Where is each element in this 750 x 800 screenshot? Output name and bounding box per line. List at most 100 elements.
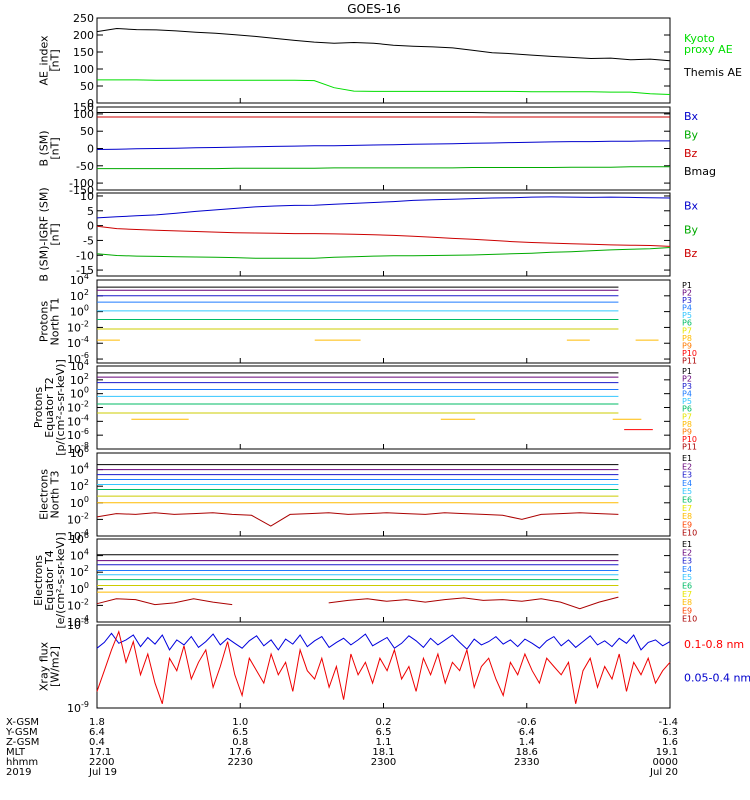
y-axis-label: ProtonsEquator T2[p/(cm²-s-sr-keV)] <box>32 359 67 456</box>
series-kyoto-proxy-ae <box>97 79 671 95</box>
legend-e2: E2 <box>682 548 692 557</box>
y-tick-label: 100 <box>73 108 94 121</box>
panel-1: 250 200 150 100 50 0 AE_index[nT] Kyoto proxy AE… <box>38 12 742 110</box>
y-tick-label: 102 <box>70 372 89 387</box>
x-row-value: Jul 20 <box>649 767 678 778</box>
y-tick-label: -100 <box>69 177 94 190</box>
x-row-value: 17.1 <box>89 747 111 758</box>
y-axis-label: ProtonsNorth T1 <box>38 298 62 346</box>
legend-e7: E7 <box>682 590 692 599</box>
x-row-value: 2300 <box>371 757 396 768</box>
plot-frame <box>96 452 671 537</box>
legend-p8: P8 <box>682 420 692 429</box>
x-row-label: Z-GSM <box>6 737 39 748</box>
x-row-value: 6.4 <box>519 727 535 738</box>
y-tick-label: 50 <box>80 125 94 138</box>
y-tick-label: 150 <box>73 101 94 114</box>
x-row-value: 1.8 <box>89 717 105 728</box>
legend-p9: P9 <box>682 427 692 436</box>
x-row-value: 0000 <box>653 757 678 768</box>
y-tick-label: 10-6 <box>67 351 89 366</box>
y-tick-label: 10-2 <box>67 597 89 612</box>
legend-p11: P11 <box>682 442 697 451</box>
y-tick-label: 10-2 <box>67 400 89 415</box>
x-row-value: 6.3 <box>662 727 678 738</box>
y-tick-label: 106 <box>70 445 89 460</box>
legend-bz: Bz <box>684 147 698 160</box>
legend-themis-ae: Themis AE <box>683 66 742 79</box>
legend-0-05-0-4-nm: 0.05-0.4 nm <box>684 671 750 684</box>
legend-bx: Bx <box>684 110 699 123</box>
legend-e8: E8 <box>682 598 692 607</box>
x-row-value: 1.1 <box>376 737 392 748</box>
y-tick-label: 0 <box>87 220 94 233</box>
x-axis-table: X-GSM 1.8 1.0 0.2 -0.6 -1.4 Y-GSM 6.4 6.5 6.5 6.4 6… <box>5 717 678 778</box>
y-tick-label: 5 <box>87 205 94 218</box>
y-tick-label: 102 <box>70 478 89 493</box>
legend-p2: P2 <box>682 289 692 298</box>
y-tick-label: 102 <box>70 564 89 579</box>
y-tick-label: 150 <box>73 46 94 59</box>
y-tick-label: 100 <box>73 63 94 76</box>
x-row-value: 19.1 <box>656 747 678 758</box>
y-tick-label: 0 <box>87 97 94 110</box>
legend-p9: P9 <box>682 341 692 350</box>
plot-frame <box>96 279 671 364</box>
x-row-value: 18.1 <box>372 747 394 758</box>
y-tick-label: 104 <box>70 358 89 373</box>
y-tick-label: 106 <box>70 531 89 546</box>
x-row-value: -0.6 <box>517 717 537 728</box>
legend-p2: P2 <box>682 375 692 384</box>
series-by <box>97 166 670 170</box>
legend-p6: P6 <box>682 319 692 328</box>
y-tick-label: 10-4 <box>67 413 89 428</box>
y-tick-label: 10-2 <box>67 319 89 334</box>
series-by <box>96 247 671 259</box>
x-row-label: MLT <box>6 747 26 758</box>
y-tick-label: 104 <box>70 462 89 477</box>
y-axis-label: ElectronsNorth T3 <box>38 469 62 520</box>
legend-e1: E1 <box>682 454 692 463</box>
y-axis-label: AE_index[nT] <box>38 35 62 86</box>
x-row-value: 1.4 <box>519 737 535 748</box>
x-row-value: 6.5 <box>232 727 248 738</box>
legend-p6: P6 <box>682 405 692 414</box>
y-axis-label: B (SM)-IGRF (SM)[nT] <box>38 187 62 281</box>
x-row-label: 2019 <box>6 767 31 778</box>
series-bx <box>96 196 671 219</box>
x-row-value: 18.6 <box>516 747 538 758</box>
legend-e9: E9 <box>682 606 692 615</box>
legend-e5: E5 <box>682 573 692 582</box>
legend-e6: E6 <box>682 496 692 505</box>
x-row-value: -1.4 <box>658 717 678 728</box>
y-tick-label: 100 <box>70 581 89 596</box>
y-tick-label: 10 <box>80 190 94 203</box>
legend-by: By <box>684 128 699 141</box>
legend-e1: E1 <box>682 540 692 549</box>
legend-p1: P1 <box>682 367 692 376</box>
series-e10 <box>96 596 619 610</box>
panel-5: 10410210010-210-410-610-8ProtonsEquator … <box>32 358 697 456</box>
legend-p10: P10 <box>682 435 697 444</box>
y-tick-label: 10-8 <box>67 617 89 632</box>
y-tick-label: 104 <box>70 548 89 563</box>
legend-p8: P8 <box>682 334 692 343</box>
legend-p4: P4 <box>682 390 692 399</box>
x-row-value: 0.4 <box>89 737 105 748</box>
x-row-label: X-GSM <box>6 717 39 728</box>
x-row-value: 1.0 <box>232 717 248 728</box>
legend-e4: E4 <box>682 565 692 574</box>
x-row-value: 1.6 <box>662 737 678 748</box>
y-tick-label: 0 <box>87 143 94 156</box>
legend-e10: E10 <box>682 615 697 624</box>
x-row-value: 2200 <box>89 757 114 768</box>
y-tick-label: 10-2 <box>67 511 89 526</box>
y-tick-label: 200 <box>73 29 94 42</box>
y-tick-label: -15 <box>76 264 94 277</box>
y-tick-label: 10-8 <box>67 441 89 456</box>
series-bz <box>96 225 671 247</box>
legend-e7: E7 <box>682 504 692 513</box>
